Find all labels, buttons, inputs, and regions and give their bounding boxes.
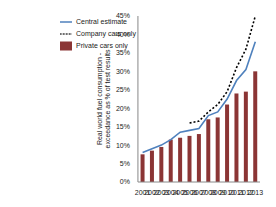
svg-text:Real world fuel consumption -e: Real world fuel consumption -exceedance …	[96, 49, 111, 148]
svg-text:35%: 35%	[116, 49, 130, 56]
svg-text:5%: 5%	[120, 160, 130, 167]
svg-text:10%: 10%	[116, 142, 130, 149]
svg-text:15%: 15%	[116, 123, 130, 130]
svg-text:0%: 0%	[120, 178, 130, 185]
svg-text:45%: 45%	[116, 12, 130, 19]
svg-text:30%: 30%	[116, 68, 130, 75]
svg-text:40%: 40%	[116, 31, 130, 38]
svg-text:20%: 20%	[116, 105, 130, 112]
svg-text:25%: 25%	[116, 86, 130, 93]
svg-text:2013: 2013	[248, 189, 264, 196]
